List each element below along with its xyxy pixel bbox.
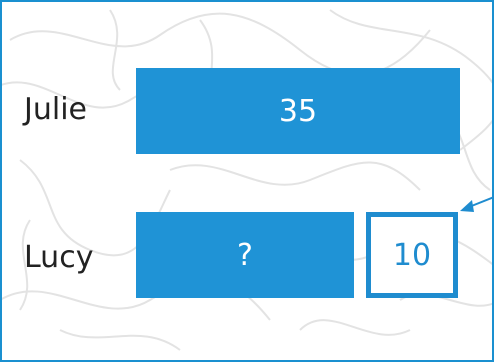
bar-julie-value: 35	[278, 93, 318, 129]
label-lucy: Lucy	[24, 240, 94, 275]
bar-lucy-extra-box: 10	[366, 212, 458, 298]
bar-lucy-value: ?	[237, 237, 253, 273]
label-julie: Julie	[24, 92, 87, 127]
bar-julie: 35	[136, 68, 460, 154]
bar-lucy: ?	[136, 212, 354, 298]
bar-lucy-extra-value: 10	[392, 237, 432, 273]
